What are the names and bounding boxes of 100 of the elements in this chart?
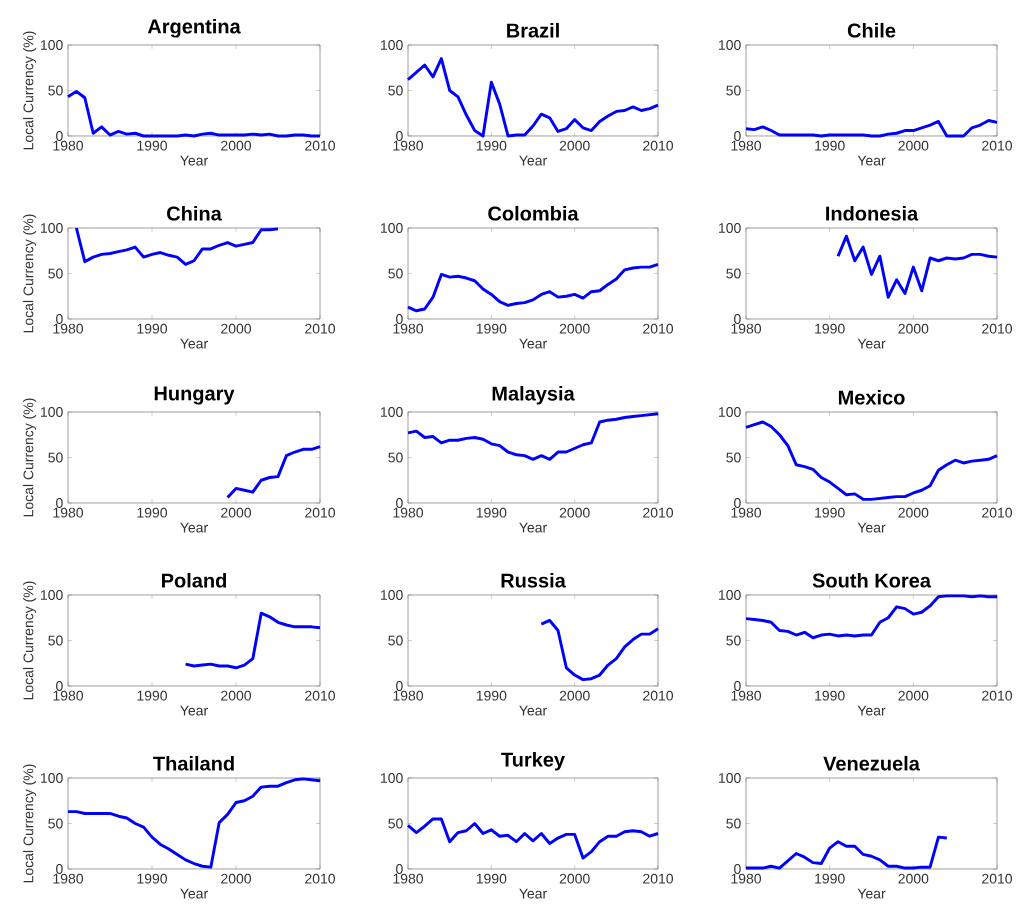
x-tick-label: 2000 [898, 873, 929, 884]
x-tick-label: 1990 [476, 690, 507, 701]
chart-title: China [167, 205, 222, 221]
x-tick-label: 1990 [137, 323, 168, 334]
chart-title: Venezuela [823, 755, 920, 771]
line-series [406, 817, 660, 860]
y-tick-label: 50 [726, 452, 741, 463]
x-tick-label: 2000 [898, 323, 929, 334]
chart-title: Thailand [153, 755, 234, 771]
chart-title: Malaysia [492, 385, 575, 405]
y-tick-label: 100 [41, 590, 63, 600]
x-axis-title: Year [519, 888, 547, 899]
chart-title: Argentina [147, 18, 241, 38]
y-tick-label: 100 [41, 223, 63, 233]
x-tick-label: 1990 [815, 140, 845, 151]
x-tick-label: 1990 [476, 507, 507, 518]
y-tick-label: 100 [719, 773, 741, 783]
x-tick-label: 2000 [898, 690, 929, 701]
x-tick-label: 1980 [731, 140, 762, 151]
y-tick-label: 50 [726, 635, 741, 646]
y-tick-label: 100 [381, 40, 403, 50]
chart-title: Hungary [154, 386, 235, 405]
y-tick-label: 0 [56, 498, 63, 508]
x-tick-label: 1990 [476, 873, 507, 884]
chart-title: Brazil [507, 22, 559, 38]
x-tick-label: 2010 [643, 323, 674, 334]
x-tick-label: 1990 [815, 873, 845, 884]
x-axis-title: Year [519, 705, 547, 716]
x-tick-label: 1980 [393, 873, 424, 884]
y-tick-label: 100 [381, 223, 403, 233]
y-tick-label: 0 [734, 131, 741, 141]
x-tick-label: 2000 [559, 690, 590, 701]
x-tick-label: 1980 [731, 323, 762, 334]
y-axis-title: Local Currency (%) [23, 214, 37, 333]
y-axis-title: Local Currency (%) [23, 31, 37, 150]
x-tick-label: 2010 [305, 507, 336, 518]
y-tick-label: 50 [388, 635, 403, 646]
y-tick-label: 0 [734, 864, 741, 874]
y-tick-label: 100 [41, 407, 63, 417]
y-tick-label: 0 [396, 131, 403, 141]
y-axis-title: Local Currency (%) [23, 764, 37, 883]
y-tick-label: 100 [41, 773, 63, 783]
y-axis-title: Local Currency (%) [23, 581, 37, 700]
x-axis-title: Year [180, 888, 208, 899]
x-tick-label: 1980 [53, 690, 84, 701]
x-tick-label: 1990 [815, 323, 845, 334]
x-tick-label: 2010 [643, 690, 674, 701]
y-tick-label: 0 [396, 681, 403, 691]
line-series [406, 262, 660, 313]
chart-title: Colombia [488, 205, 579, 221]
x-tick-label: 1990 [815, 690, 845, 701]
x-tick-label: 2010 [982, 690, 1013, 701]
x-tick-label: 1980 [53, 507, 84, 518]
x-axis-title: Year [857, 888, 886, 899]
x-axis-title: Year [519, 522, 547, 533]
x-tick-label: 1990 [815, 507, 845, 518]
y-tick-label: 0 [56, 314, 63, 324]
x-tick-label: 2010 [982, 323, 1013, 334]
y-tick-label: 50 [48, 452, 63, 463]
line-series [74, 226, 280, 266]
x-tick-label: 1990 [476, 323, 507, 334]
x-tick-label: 1990 [137, 690, 168, 701]
y-tick-label: 100 [41, 40, 63, 50]
x-tick-label: 2000 [898, 507, 929, 518]
y-tick-label: 50 [48, 818, 63, 829]
x-tick-label: 2000 [221, 873, 252, 884]
y-tick-label: 0 [396, 314, 403, 324]
y-tick-label: 50 [388, 85, 403, 96]
chart-title: Indonesia [826, 205, 919, 221]
x-tick-label: 2010 [982, 140, 1013, 151]
x-axis-title: Year [519, 155, 547, 166]
x-tick-label: 1980 [393, 690, 424, 701]
x-axis-title: Year [857, 522, 886, 533]
x-tick-label: 1990 [476, 140, 507, 151]
x-tick-label: 2000 [559, 140, 590, 151]
chart-title: Poland [162, 572, 227, 588]
x-tick-label: 1980 [731, 690, 762, 701]
chart-title: Russia [501, 572, 566, 588]
y-tick-label: 50 [726, 818, 741, 829]
x-axis-title: Year [519, 338, 547, 349]
chart-title: South Korea [812, 572, 932, 588]
x-tick-label: 2010 [643, 873, 674, 884]
line-series [226, 445, 322, 499]
y-tick-label: 0 [396, 864, 403, 874]
x-tick-label: 1980 [53, 323, 84, 334]
x-tick-label: 1990 [137, 873, 168, 884]
x-tick-label: 2010 [643, 507, 674, 518]
y-tick-label: 100 [719, 40, 741, 50]
y-tick-label: 100 [381, 407, 403, 417]
x-tick-label: 2010 [982, 507, 1013, 518]
x-tick-label: 2010 [305, 323, 336, 334]
y-axis-title: Local Currency (%) [23, 398, 37, 517]
y-tick-label: 50 [726, 268, 741, 279]
chart-title: Mexico [838, 389, 905, 405]
x-tick-label: 1980 [53, 140, 84, 151]
x-axis-title: Year [180, 155, 208, 166]
y-tick-label: 50 [48, 85, 63, 96]
y-tick-label: 50 [388, 452, 403, 463]
x-tick-label: 1980 [393, 323, 424, 334]
y-tick-label: 0 [56, 864, 63, 874]
